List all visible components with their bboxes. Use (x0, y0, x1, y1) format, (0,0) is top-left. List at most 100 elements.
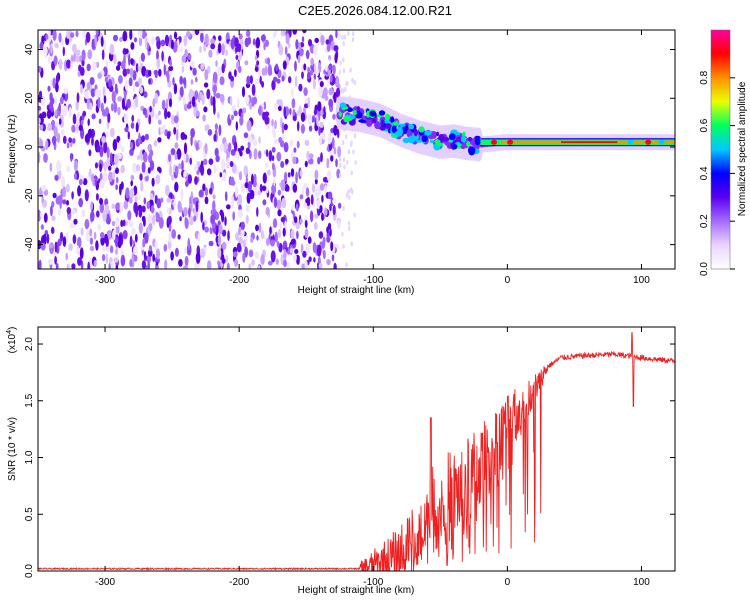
spectrogram-noise-mark (150, 205, 155, 214)
spectrogram-noise-mark (307, 236, 312, 244)
spectrogram-noise-mark (90, 88, 96, 98)
spectrogram-noise-mark (168, 231, 172, 243)
spectrogram-noise-mark (318, 126, 321, 136)
spectrogram-noise-mark (164, 107, 168, 120)
spectrogram-noise-mark (245, 30, 251, 38)
spectrogram-noise-mark (115, 248, 118, 255)
spectrogram-noise-mark (43, 46, 48, 56)
spectrogram-noise-mark (249, 75, 253, 85)
spectrogram-noise-mark (122, 219, 126, 227)
spectrogram-noise-mark (210, 38, 216, 45)
spectrogram-noise-mark (183, 151, 187, 163)
spectrogram-noise-mark (180, 46, 183, 53)
spectrogram-noise-mark (42, 233, 47, 246)
spectrogram-noise-mark (79, 55, 82, 63)
spectrogram-noise-mark (210, 214, 216, 225)
spectrogram-noise-mark (154, 240, 158, 250)
spectrogram-noise-mark (156, 198, 162, 209)
spectrogram-noise-mark (72, 113, 77, 125)
snr-x-tick-label: -200 (229, 577, 249, 588)
spectrogram-noise-mark (143, 197, 147, 205)
spectrogram-noise-mark (54, 43, 59, 49)
spectrogram-noise-mark (270, 239, 275, 247)
spectrogram-noise-mark (230, 180, 236, 186)
spectrogram-noise-mark (273, 138, 279, 144)
spectrogram-noise-mark (212, 71, 218, 84)
spectrogram-noise-mark (71, 124, 76, 133)
spectrogram-noise-mark (314, 213, 319, 219)
spectrogram-noise-mark (187, 237, 191, 250)
spectrogram-noise-mark (269, 226, 272, 235)
spectrogram-noise-mark (69, 32, 75, 38)
spectrogram-noise-mark (178, 163, 182, 170)
spectrogram-noise-mark (86, 81, 91, 91)
spectrogram-noise-mark (91, 38, 95, 50)
spectrogram-noise-mark (163, 244, 168, 252)
spectrogram-noise-mark (277, 189, 282, 196)
spectrogram-noise-mark (276, 78, 281, 84)
spectrogram-noise-mark (286, 185, 290, 192)
spectrogram-noise-mark (124, 115, 129, 124)
spectrogram-noise-mark (298, 83, 303, 92)
spectrogram-noise-mark (219, 143, 225, 152)
spectrogram-noise-mark (209, 226, 213, 235)
spectrogram-noise-mark (84, 90, 89, 100)
spectrogram-noise-mark (43, 212, 48, 223)
spectrogram-noise-mark (335, 158, 338, 168)
spectrogram-noise-mark (202, 221, 205, 231)
spectrogram-noise-mark (215, 211, 220, 220)
spectrogram-noise-mark (143, 91, 148, 98)
spectrogram-noise-mark (344, 134, 348, 139)
spectrogram-noise-mark (97, 72, 102, 79)
spectrogram-noise-mark (131, 114, 134, 122)
spectrogram-carrier-blob (491, 139, 497, 145)
spectrogram-noise-mark (228, 142, 232, 152)
spectrogram-noise-mark (154, 113, 160, 120)
spectrogram-noise-mark (113, 257, 119, 263)
spectrogram-noise-mark (80, 119, 84, 126)
spectrogram-noise-mark (72, 137, 76, 144)
spectrogram-noise-mark (77, 71, 81, 77)
spectrogram-noise-mark (149, 149, 154, 157)
spectrogram-noise-mark (254, 55, 258, 61)
spectrogram-noise-mark (266, 186, 269, 194)
spectrogram-noise-mark (158, 217, 164, 229)
spectrogram-noise-mark (165, 98, 169, 110)
spectrogram-noise-mark (315, 186, 320, 197)
spectrogram-noise-mark (96, 61, 100, 68)
colorbar-tick-label: 0.8 (699, 70, 710, 84)
spectrogram-noise-mark (168, 65, 174, 72)
spectrogram-noise-mark (90, 211, 95, 222)
colorbar-tick-label: 0.4 (699, 166, 710, 180)
spectrogram-noise-mark (76, 245, 80, 256)
spectrogram-noise-mark (189, 157, 192, 165)
spectrogram-noise-mark (301, 186, 305, 198)
spectrogram-carrier-blob (645, 139, 652, 145)
spectrogram-noise-mark (151, 177, 155, 187)
spectrogram-noise-mark (273, 197, 278, 209)
spectrogram-noise-mark (352, 31, 355, 37)
spectrogram-noise-mark (183, 134, 188, 140)
spectrogram-noise-mark (174, 247, 179, 257)
spectrogram-noise-mark (274, 30, 278, 37)
spectrogram-noise-mark (267, 169, 271, 176)
spectrogram-noise-mark (115, 184, 118, 191)
spectrogram-noise-mark (129, 188, 135, 199)
spectrogram-noise-mark (49, 92, 53, 102)
spectrogram-noise-mark (302, 250, 307, 258)
spectrogram-noise-mark (249, 189, 255, 200)
spectrogram-noise-mark (56, 132, 61, 144)
spectrogram-noise-mark (73, 160, 78, 172)
spectrogram-noise-mark (74, 172, 77, 180)
spectrogram-noise-mark (287, 42, 291, 49)
spectrogram-noise-mark (267, 260, 273, 266)
spectrogram-noise-mark (313, 108, 318, 116)
spectrogram-noise-mark (115, 176, 119, 184)
spectrogram-noise-mark (118, 75, 123, 84)
spectrogram-noise-mark (126, 98, 131, 109)
spectrogram-noise-mark (347, 189, 350, 195)
spectrogram-noise-mark (149, 160, 155, 171)
spectrogram-noise-mark (183, 103, 188, 112)
spectrogram-noise-mark (78, 124, 83, 132)
spectrogram-track-mark (352, 110, 357, 116)
